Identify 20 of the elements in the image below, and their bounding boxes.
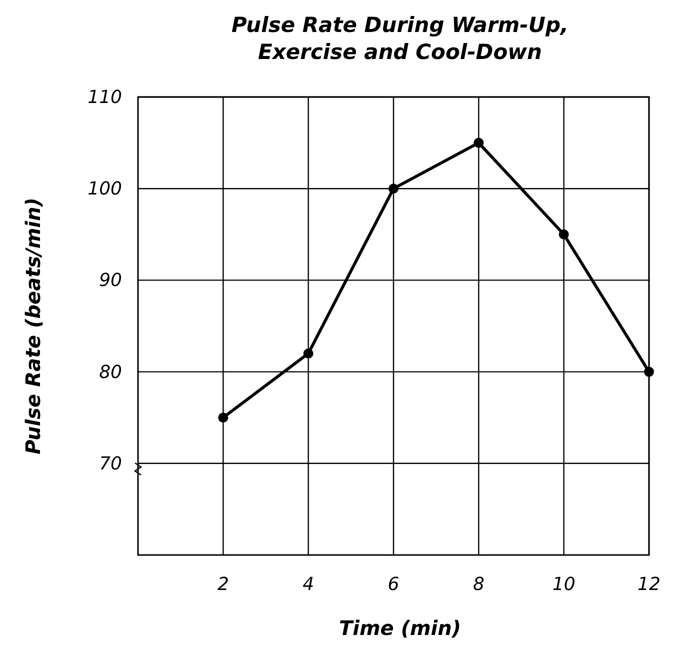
x-tick-label: 2 — [217, 574, 229, 595]
y-tick-label: 90 — [99, 270, 122, 292]
y-tick-label: 80 — [99, 362, 122, 383]
x-tick-label: 4 — [302, 574, 314, 595]
chart-title: Pulse Rate During Warm-Up, Exercise and Cool-Down — [232, 13, 568, 64]
point — [644, 366, 654, 377]
point — [303, 348, 314, 358]
x-axis-title: Time (min) — [338, 616, 462, 640]
y-axis-title: Pulse Rate (beats/min) — [21, 198, 45, 454]
point — [474, 138, 484, 148]
point — [218, 412, 228, 423]
x-tick-label: 10 — [552, 574, 576, 595]
x-tick-label: 8 — [472, 574, 484, 595]
y-tick-label: 70 — [99, 453, 122, 474]
x-tick-label: 12 — [638, 574, 660, 595]
y-tick-label: 110 — [88, 87, 122, 108]
point — [558, 229, 569, 240]
y-tick-label: 100 — [88, 178, 122, 200]
point — [388, 184, 398, 194]
x-tick-label: 6 — [388, 574, 400, 595]
